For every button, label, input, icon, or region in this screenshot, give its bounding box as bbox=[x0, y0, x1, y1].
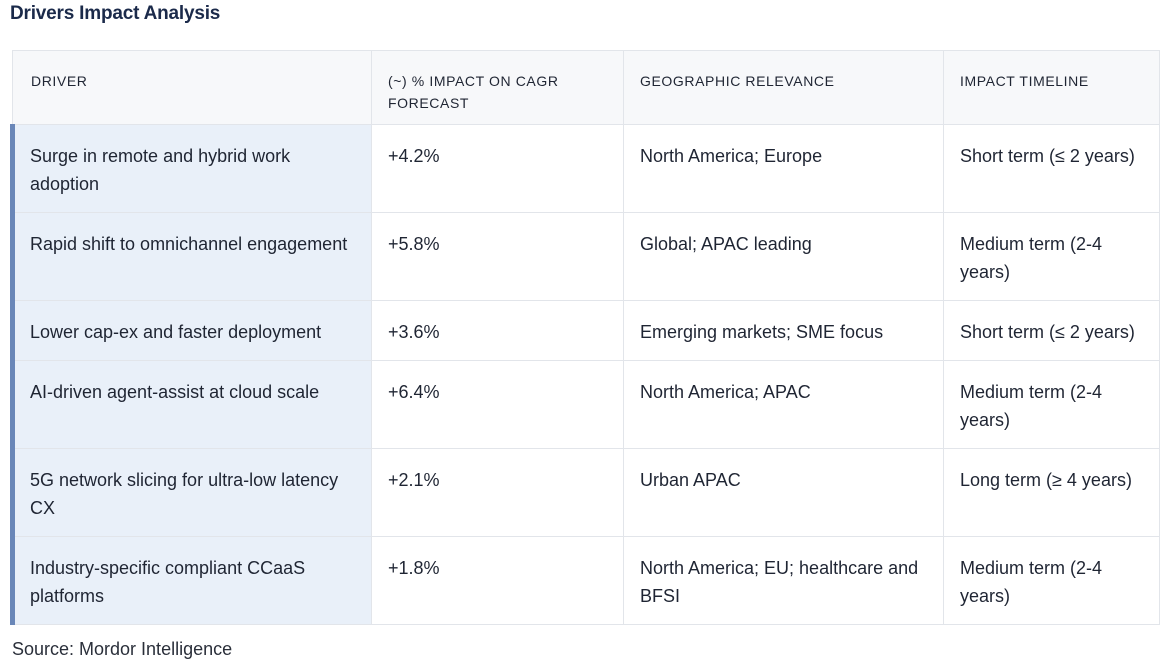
impact-cell: +4.2% bbox=[371, 124, 624, 213]
impact-cell: +3.6% bbox=[371, 300, 624, 361]
geo-cell: North America; APAC bbox=[623, 360, 944, 449]
timeline-cell: Medium term (2-4 years) bbox=[943, 536, 1160, 625]
timeline-cell: Long term (≥ 4 years) bbox=[943, 448, 1160, 537]
timeline-cell: Medium term (2-4 years) bbox=[943, 212, 1160, 301]
timeline-cell: Medium term (2-4 years) bbox=[943, 360, 1160, 449]
table-row: Industry-specific compliant CCaaS platfo… bbox=[10, 536, 1160, 625]
drivers-impact-table: DRIVER (~) % IMPACT ON CAGR FORECAST GEO… bbox=[10, 50, 1160, 625]
header-geographic-relevance: GEOGRAPHIC RELEVANCE bbox=[623, 50, 944, 125]
impact-cell: +1.8% bbox=[371, 536, 624, 625]
timeline-cell: Short term (≤ 2 years) bbox=[943, 300, 1160, 361]
page-title: Drivers Impact Analysis bbox=[10, 3, 221, 24]
driver-cell: AI-driven agent-assist at cloud scale bbox=[10, 360, 372, 449]
driver-cell: 5G network slicing for ultra-low latency… bbox=[10, 448, 372, 537]
impact-cell: +2.1% bbox=[371, 448, 624, 537]
impact-cell: +6.4% bbox=[371, 360, 624, 449]
table-header-row: DRIVER (~) % IMPACT ON CAGR FORECAST GEO… bbox=[12, 50, 1160, 125]
table-row: AI-driven agent-assist at cloud scale +6… bbox=[10, 360, 1160, 449]
geo-cell: Urban APAC bbox=[623, 448, 944, 537]
table-row: Surge in remote and hybrid work adoption… bbox=[10, 124, 1160, 213]
header-driver: DRIVER bbox=[12, 50, 372, 125]
table-row: Rapid shift to omnichannel engagement +5… bbox=[10, 212, 1160, 301]
timeline-cell: Short term (≤ 2 years) bbox=[943, 124, 1160, 213]
driver-cell: Surge in remote and hybrid work adoption bbox=[10, 124, 372, 213]
header-impact-timeline: IMPACT TIMELINE bbox=[943, 50, 1160, 125]
header-impact: (~) % IMPACT ON CAGR FORECAST bbox=[371, 50, 624, 125]
driver-cell: Rapid shift to omnichannel engagement bbox=[10, 212, 372, 301]
table-row: 5G network slicing for ultra-low latency… bbox=[10, 448, 1160, 537]
geo-cell: Global; APAC leading bbox=[623, 212, 944, 301]
geo-cell: North America; Europe bbox=[623, 124, 944, 213]
impact-cell: +5.8% bbox=[371, 212, 624, 301]
table-row: Lower cap-ex and faster deployment +3.6%… bbox=[10, 300, 1160, 361]
driver-cell: Industry-specific compliant CCaaS platfo… bbox=[10, 536, 372, 625]
source-note: Source: Mordor Intelligence bbox=[12, 639, 233, 659]
driver-cell: Lower cap-ex and faster deployment bbox=[10, 300, 372, 361]
geo-cell: North America; EU; healthcare and BFSI bbox=[623, 536, 944, 625]
geo-cell: Emerging markets; SME focus bbox=[623, 300, 944, 361]
